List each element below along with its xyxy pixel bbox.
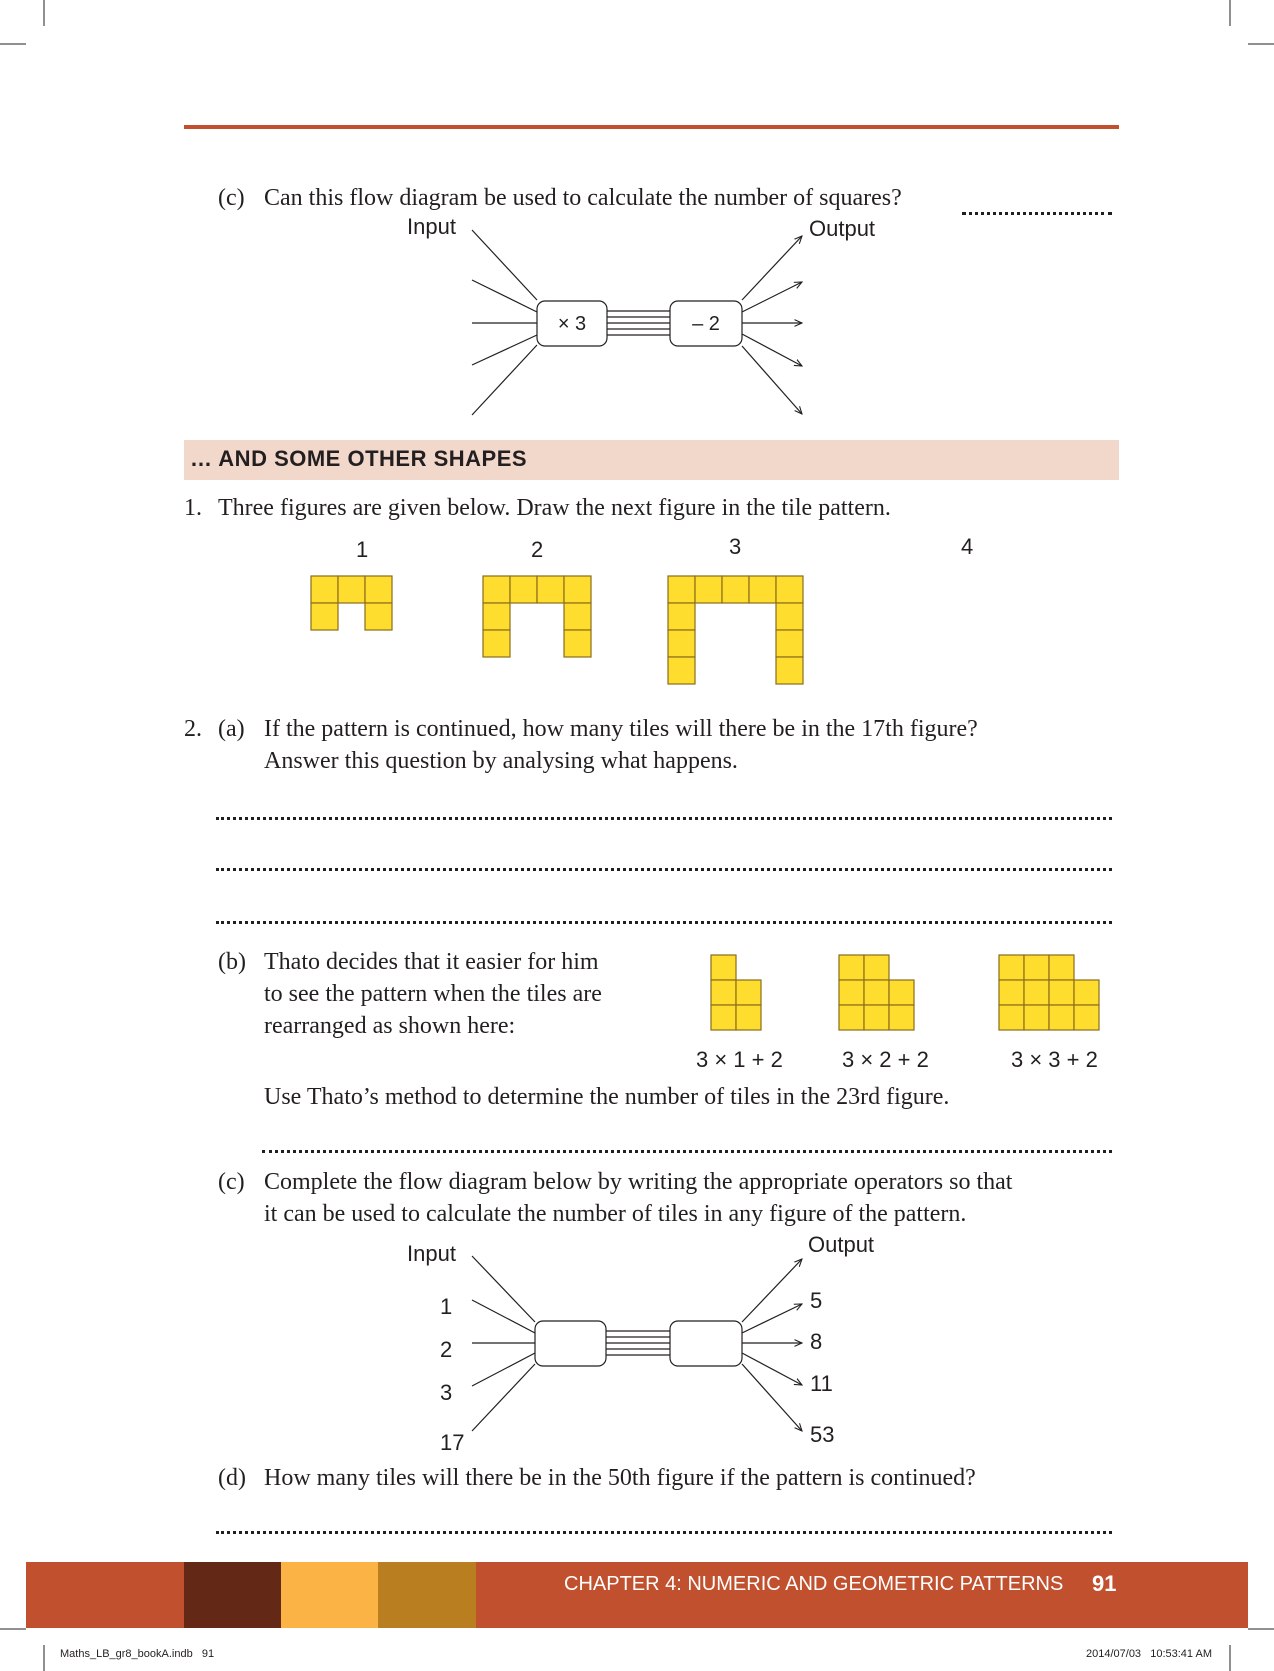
flow1-in-line (471, 229, 538, 301)
figure-label-2: 2 (531, 537, 544, 562)
slug-timestamp: 2014/07/03 10:53:41 AM (1086, 1648, 1212, 1660)
footer-block-yellow (281, 1562, 378, 1628)
flow2-input-3: 3 (440, 1380, 453, 1405)
answer-line-2a-1[interactable] (216, 817, 1112, 820)
tile-figure-2 (482, 575, 592, 658)
answer-line-2d[interactable] (216, 1531, 1112, 1534)
flow1-out-arrow (741, 236, 802, 301)
q2b-label: (b) (218, 949, 246, 975)
flow2-input-2: 2 (440, 1337, 453, 1362)
tile-figure-3 (667, 575, 804, 685)
flow1-out-arrow (741, 333, 802, 366)
flow2-box-1[interactable] (534, 1320, 607, 1367)
flow2-input-4: 17 (440, 1430, 465, 1455)
q2b-line3: rearranged as shown here: (264, 1013, 516, 1039)
q1-number: 1. (184, 495, 202, 521)
expression-3: 3 × 3 + 2 (1011, 1047, 1098, 1072)
flow1-out-arrow (741, 282, 802, 313)
flow1-box-2 (669, 300, 743, 347)
footer-block-dark (184, 1562, 281, 1628)
q2a-line2: Answer this question by analysing what h… (264, 748, 738, 774)
flow1-box-1 (536, 300, 608, 347)
q2-number: 2. (184, 716, 202, 742)
rearranged-figure-1 (710, 954, 762, 1031)
figure-label-1: 1 (356, 537, 369, 562)
tile-figure-1 (310, 575, 393, 631)
flow1-op1: × 3 (558, 313, 586, 335)
q2b-line2: to see the pattern when the tiles are (264, 981, 602, 1007)
flow1-output-label: Output (809, 216, 876, 241)
q2d-label: (d) (218, 1465, 246, 1491)
flow2-box-2[interactable] (669, 1320, 743, 1367)
slug-filename: Maths_LB_gr8_bookA.indb 91 (60, 1648, 215, 1660)
page-number: 91 (1092, 1571, 1117, 1596)
flow1-out-arrow (741, 345, 802, 414)
flow2-output-1: 5 (810, 1288, 823, 1313)
rearranged-figure-3 (998, 954, 1100, 1031)
section-band (184, 440, 1119, 480)
flow2-output-4: 53 (810, 1422, 835, 1447)
q2c-line2: it can be used to calculate the number o… (264, 1201, 967, 1227)
flow2-output-2: 8 (810, 1329, 823, 1354)
footer-chapter-title: CHAPTER 4: NUMERIC AND GEOMETRIC PATTERN… (564, 1573, 1064, 1595)
flow1-in-line (471, 334, 538, 366)
flow2-input-label: Input (407, 1241, 456, 1266)
q2c-label: (c) (218, 1169, 245, 1195)
q2c-line1: Complete the flow diagram below by writi… (264, 1169, 1013, 1195)
rearranged-figure-2 (838, 954, 915, 1031)
footer-block-ochre (378, 1562, 476, 1628)
flow1-in-line (471, 344, 538, 416)
question-c1-text: Can this flow diagram be used to calcula… (264, 185, 902, 211)
top-rule (184, 125, 1119, 129)
flow1-op2: – 2 (692, 313, 720, 335)
question-c1-label: (c) (218, 185, 245, 211)
answer-line-2a-2[interactable] (216, 868, 1112, 871)
q1-text: Three figures are given below. Draw the … (218, 495, 891, 521)
figure-label-3: 3 (729, 534, 742, 559)
section-heading: … AND SOME OTHER SHAPES (190, 446, 528, 471)
q2b-line1: Thato decides that it easier for him (264, 949, 599, 975)
q2a-line1: If the pattern is continued, how many ti… (264, 716, 978, 742)
flow1-input-label: Input (407, 214, 456, 239)
answer-line-c1[interactable] (962, 212, 1112, 215)
answer-line-2a-3[interactable] (216, 921, 1112, 924)
flow2-input-1: 1 (440, 1294, 453, 1319)
q2b-instruction: Use Thato’s method to determine the numb… (264, 1084, 950, 1110)
answer-line-2b[interactable] (262, 1150, 1112, 1153)
expression-1: 3 × 1 + 2 (696, 1047, 783, 1072)
q2a-label: (a) (218, 716, 245, 742)
figure-label-4: 4 (961, 534, 974, 559)
q2d-text: How many tiles will there be in the 50th… (264, 1465, 976, 1491)
flow1-in-line (471, 279, 538, 313)
flow2-output-3: 11 (810, 1371, 833, 1396)
flow2-output-label: Output (808, 1232, 875, 1257)
expression-2: 3 × 2 + 2 (842, 1047, 929, 1072)
